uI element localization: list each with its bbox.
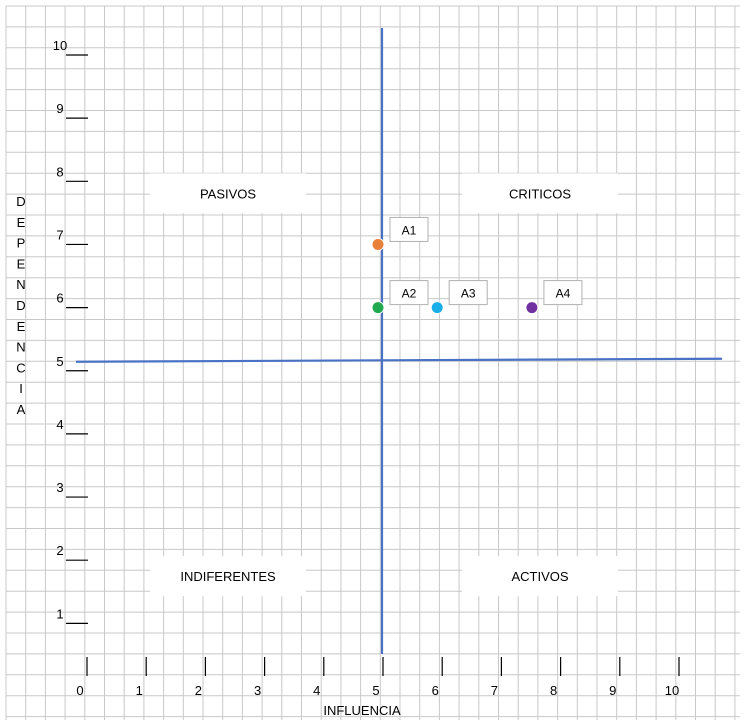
quadrant-label-box — [150, 173, 306, 214]
x-tick-label: 9 — [609, 683, 616, 698]
y-tick-label: 9 — [56, 101, 63, 116]
y-tick-label: 6 — [56, 291, 63, 306]
data-point-label: A1 — [402, 223, 417, 237]
quadrant-label-box — [150, 556, 306, 597]
y-axis-title-letter: P — [17, 236, 26, 251]
x-tick-label: 1 — [136, 683, 143, 698]
x-tick-label: 5 — [372, 683, 379, 698]
quadrant-labels: PASIVOS CRITICOS INDIFERENTES ACTIVOS — [150, 173, 618, 597]
y-axis-title-letter: E — [17, 319, 26, 334]
x-tick-label: 4 — [313, 683, 320, 698]
quadrant-label-box — [462, 173, 618, 214]
y-tick-label: 3 — [56, 480, 63, 495]
data-point — [525, 301, 539, 315]
y-axis-title-letter: E — [17, 256, 26, 271]
y-tick-label: 1 — [56, 606, 63, 621]
quadrant-label: PASIVOS — [200, 186, 256, 201]
quadrant-label: CRITICOS — [509, 186, 571, 201]
y-axis-title-letter: N — [16, 340, 25, 355]
x-axis-title: INFLUENCIA — [323, 703, 401, 718]
axes: 1 2 3 4 5 6 7 8 9 10 0 1 2 3 4 5 6 7 8 9 10 — [53, 38, 680, 698]
data-point-label-box — [389, 280, 429, 306]
horizontal-divider-line — [75, 357, 723, 363]
x-tick-label: 3 — [254, 683, 261, 698]
data-point — [371, 237, 385, 251]
quadrant-dividers — [75, 28, 723, 654]
y-axis-title-letter: I — [19, 381, 23, 396]
y-axis-title-letter: D — [16, 194, 25, 209]
data-point-label: A4 — [556, 287, 571, 301]
data-point-label-box — [389, 216, 429, 242]
x-tick-label: 10 — [665, 683, 679, 698]
quadrant-label: ACTIVOS — [511, 569, 568, 584]
data-point-label-box — [448, 280, 488, 306]
data-points: A1 A2 A3 A4 — [371, 216, 583, 315]
y-tick-label: 8 — [56, 164, 63, 179]
y-tick-label: 4 — [56, 417, 63, 432]
x-tick-label: 8 — [550, 683, 557, 698]
data-point-label-box — [543, 280, 583, 306]
y-axis-title-letter: C — [16, 360, 25, 375]
data-point-label: A3 — [461, 287, 476, 301]
x-tick-label: 6 — [432, 683, 439, 698]
x-tick-label: 2 — [195, 683, 202, 698]
y-tick-label: 2 — [56, 543, 63, 558]
quadrant-label: INDIFERENTES — [180, 569, 276, 584]
gridlines — [5, 5, 740, 720]
quadrant-label-box — [462, 556, 618, 597]
y-axis-title-letter: D — [16, 298, 25, 313]
data-point — [430, 301, 444, 315]
y-tick-label: 10 — [53, 38, 67, 53]
y-axis-title-letter: A — [17, 402, 26, 417]
x-tick-label: 0 — [76, 683, 83, 698]
data-point — [371, 301, 385, 315]
y-tick-label: 7 — [56, 227, 63, 242]
y-axis-title-letter: N — [16, 277, 25, 292]
x-tick-label: 7 — [491, 683, 498, 698]
y-axis-title-letter: E — [17, 215, 26, 230]
y-tick-label: 5 — [56, 354, 63, 369]
data-point-label: A2 — [402, 287, 417, 301]
